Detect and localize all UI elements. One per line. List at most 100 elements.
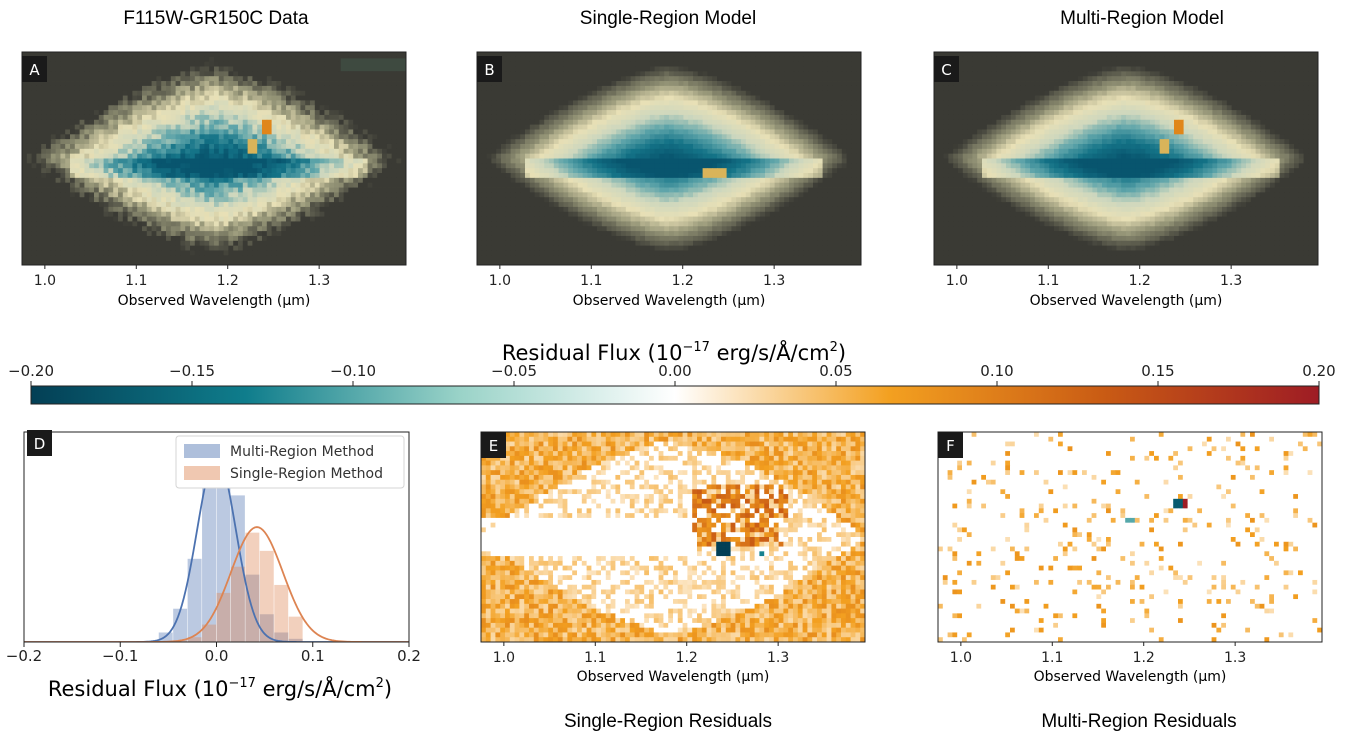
pixel — [161, 105, 166, 110]
pixel — [238, 62, 243, 67]
pixel — [257, 221, 262, 226]
pixel — [70, 115, 75, 120]
pixel — [712, 100, 717, 105]
pixel — [751, 67, 756, 72]
pixel — [281, 226, 286, 231]
pixel — [587, 110, 592, 115]
pixel — [363, 134, 368, 139]
pixel — [118, 139, 123, 144]
pixel — [674, 96, 679, 101]
pixel — [46, 250, 51, 255]
pixel — [755, 134, 760, 139]
pixel — [674, 86, 679, 91]
pixel — [51, 217, 56, 222]
pixel — [659, 115, 664, 120]
pixel — [94, 173, 99, 178]
pixel — [310, 168, 315, 173]
pixel — [99, 110, 104, 115]
pixel — [659, 81, 664, 86]
pixel — [209, 159, 214, 164]
pixel — [108, 62, 113, 67]
pixel — [94, 96, 99, 101]
pixel — [185, 125, 190, 130]
pixel — [813, 86, 818, 91]
pixel — [698, 71, 703, 76]
pixel — [233, 139, 238, 144]
pixel — [113, 125, 118, 130]
pixel — [296, 246, 301, 251]
pixel — [89, 125, 94, 130]
pixel — [195, 241, 200, 246]
pixel — [635, 134, 640, 139]
pixel — [568, 134, 573, 139]
pixel — [56, 250, 61, 255]
pixel — [818, 67, 823, 72]
pixel — [530, 115, 535, 120]
pixel — [487, 110, 492, 115]
pixel — [156, 221, 161, 226]
pixel — [219, 231, 224, 236]
pixel — [252, 241, 257, 246]
pixel — [262, 71, 267, 76]
pixel — [310, 76, 315, 81]
pixel — [238, 144, 243, 149]
pixel — [334, 246, 339, 251]
pixel — [324, 183, 329, 188]
pixel — [276, 129, 281, 134]
pixel — [363, 144, 368, 149]
pixel — [161, 57, 166, 62]
pixel — [324, 246, 329, 251]
pixel — [789, 120, 794, 125]
pixel — [75, 197, 80, 202]
pixel — [27, 173, 32, 178]
pixel — [324, 71, 329, 76]
pixel — [147, 71, 152, 76]
pixel — [578, 110, 583, 115]
pixel — [372, 183, 377, 188]
pixel — [228, 250, 233, 255]
pixel — [813, 81, 818, 86]
pixel — [94, 144, 99, 149]
pixel — [736, 76, 741, 81]
pixel — [171, 144, 176, 149]
pixel — [727, 134, 732, 139]
pixel — [132, 115, 137, 120]
pixel — [305, 188, 310, 193]
pixel — [607, 57, 612, 62]
pixel — [272, 96, 277, 101]
pixel — [300, 168, 305, 173]
pixel — [775, 96, 780, 101]
pixel — [228, 144, 233, 149]
pixel — [683, 125, 688, 130]
pixel — [559, 134, 564, 139]
pixel — [248, 57, 253, 62]
pixel — [195, 105, 200, 110]
pixel — [176, 255, 181, 260]
pixel — [204, 226, 209, 231]
pixel — [372, 159, 377, 164]
pixel — [60, 250, 65, 255]
pixel — [281, 115, 286, 120]
pixel — [496, 125, 501, 130]
pixel — [257, 100, 262, 105]
pixel — [228, 86, 233, 91]
pixel — [118, 221, 123, 226]
pixel — [262, 125, 267, 130]
pixel — [688, 57, 693, 62]
pixel — [27, 154, 32, 159]
pixel — [679, 62, 684, 67]
pixel — [779, 81, 784, 86]
pixel — [65, 67, 70, 72]
pixel — [372, 134, 377, 139]
pixel — [104, 100, 109, 105]
pixel — [209, 120, 214, 125]
pixel — [200, 115, 205, 120]
pixel — [176, 71, 181, 76]
pixel — [377, 105, 382, 110]
pixel — [320, 105, 325, 110]
pixel — [171, 250, 176, 255]
pixel — [89, 159, 94, 164]
pixel — [51, 183, 56, 188]
pixel — [396, 241, 401, 246]
pixel — [592, 91, 597, 96]
